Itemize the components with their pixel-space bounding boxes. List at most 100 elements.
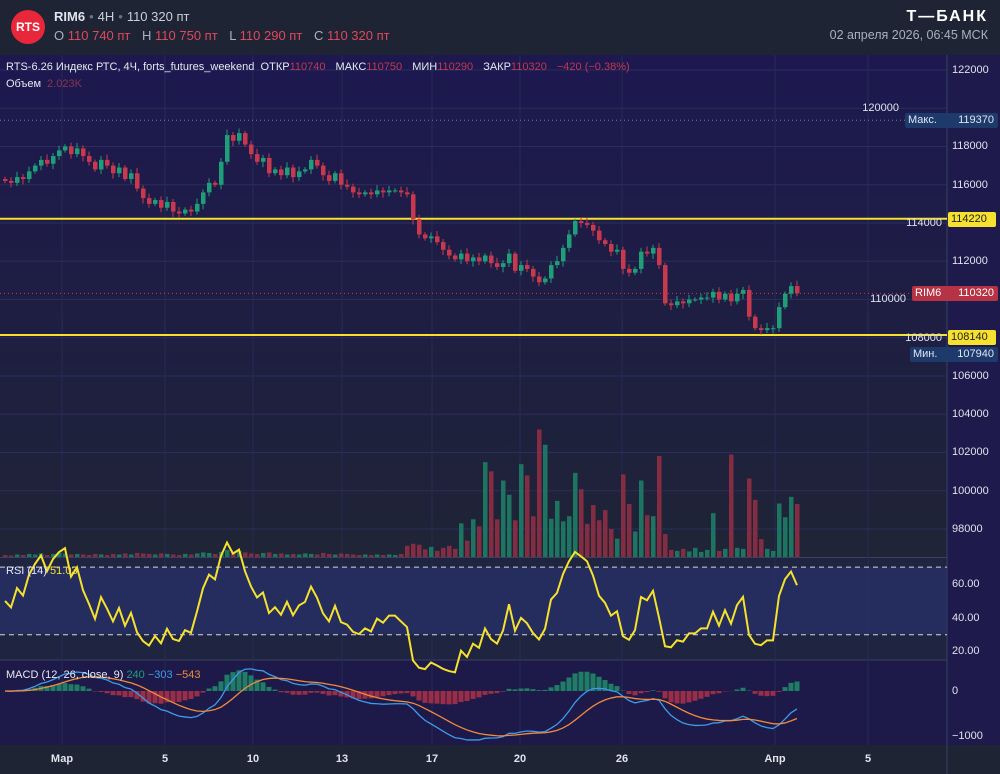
volume-bar — [651, 516, 656, 557]
volume-bar — [663, 534, 668, 557]
candle-body — [387, 190, 392, 193]
current-label: RIM6 — [915, 287, 942, 299]
volume-bar — [9, 555, 14, 557]
macd-histogram-bar — [98, 691, 104, 693]
macd-histogram-bar — [740, 687, 746, 691]
volume-bar — [531, 516, 536, 557]
candle-body — [105, 159, 110, 166]
macd-histogram-bar — [536, 690, 542, 691]
candle-body — [723, 293, 728, 300]
macd-line — [4, 668, 798, 741]
macd-histogram-bar — [212, 686, 218, 691]
candle-body — [507, 253, 512, 264]
ohlc-value: 110 320 пт — [326, 28, 390, 43]
volume-bar — [687, 551, 692, 557]
macd-panel — [0, 660, 947, 745]
macd-histogram-bar — [698, 691, 704, 699]
price-axis[interactable] — [947, 55, 1000, 745]
symbol[interactable]: RIM6 — [54, 9, 86, 24]
max-value: 119370 — [958, 114, 994, 126]
candle-body — [501, 263, 506, 267]
candle-body — [231, 135, 236, 141]
volume-bar — [465, 540, 470, 557]
price-tick: 106000 — [952, 369, 989, 382]
candle-body — [117, 167, 122, 174]
macd-value: −303 — [147, 669, 173, 681]
interval[interactable]: 4H — [97, 9, 115, 24]
volume-bar — [591, 504, 596, 557]
macd-tick: −1000 — [952, 730, 983, 742]
macd-histogram-bar — [200, 691, 206, 693]
candle-body — [435, 236, 440, 243]
candle-body — [399, 190, 404, 193]
candle-body — [3, 179, 8, 181]
candle-body — [549, 265, 554, 279]
volume-bar — [267, 552, 272, 557]
candle-body — [465, 253, 470, 262]
volume-bar — [321, 552, 326, 557]
candle-body — [777, 307, 782, 329]
price-tick: 118000 — [952, 140, 988, 153]
macd-histogram-bar — [104, 691, 110, 694]
volume-bar — [69, 554, 74, 557]
candle-body — [669, 303, 674, 306]
volume-bar — [273, 553, 278, 557]
time-axis[interactable] — [0, 745, 1000, 774]
macd-label: MACD (12, 26, close, 9) — [6, 669, 124, 681]
candle-body — [183, 209, 188, 214]
candle-body — [345, 184, 350, 187]
volume-bar — [765, 548, 770, 557]
volume-bar — [21, 554, 26, 557]
candle-body — [357, 192, 362, 195]
price-tick: 108000 — [905, 331, 942, 344]
candle-body — [453, 255, 458, 260]
macd-histogram-bar — [398, 691, 404, 694]
volume-bar — [105, 554, 110, 557]
volume-bar — [537, 429, 542, 557]
candle-body — [147, 198, 152, 204]
macd-histogram-bar — [458, 691, 464, 703]
level-tag[interactable]: 108140 — [948, 330, 996, 345]
macd-histogram-bar — [584, 671, 590, 691]
volume-bar — [381, 554, 386, 557]
candle-body — [273, 169, 278, 174]
volume-bar — [699, 551, 704, 557]
change-value: −420 (−0.38%) — [556, 61, 630, 73]
volume-bar — [363, 554, 368, 557]
macd-histogram-bar — [164, 691, 170, 703]
volume-bar — [429, 546, 434, 557]
candle-body — [405, 192, 410, 195]
macd-histogram-bar — [518, 688, 524, 691]
volume-bar — [75, 553, 80, 557]
volume-bar — [573, 472, 578, 557]
candle-body — [627, 268, 632, 273]
macd-histogram-bar — [662, 691, 668, 699]
volume-bar — [603, 510, 608, 557]
price-tick: 104000 — [952, 408, 989, 421]
candle-body — [561, 247, 566, 262]
macd-histogram-bar — [668, 691, 674, 703]
candle-body — [75, 148, 80, 155]
min-label: Мин. — [913, 348, 938, 360]
macd-histogram-bar — [476, 691, 482, 698]
macd-histogram-bar — [512, 689, 518, 691]
candle-body — [477, 257, 482, 262]
macd-histogram-bar — [128, 691, 134, 698]
level-tag[interactable]: 114220 — [948, 212, 996, 227]
close-label: ЗАКР — [483, 61, 511, 73]
macd-legend: MACD (12, 26, close, 9) 240 −303 −543 — [6, 669, 200, 681]
macd-histogram-bar — [296, 691, 302, 695]
macd-histogram-bar — [56, 683, 62, 691]
candle-body — [759, 328, 764, 331]
time-tick: 13 — [335, 753, 349, 765]
volume-bar — [411, 543, 416, 557]
price-panel — [0, 55, 947, 557]
candle-body — [483, 255, 488, 262]
macd-histogram-bar — [86, 688, 92, 691]
candle-body — [753, 316, 758, 329]
candle-body — [573, 221, 578, 235]
candle-body — [375, 190, 380, 195]
macd-histogram-bar — [524, 688, 530, 691]
macd-histogram-bar — [560, 681, 566, 691]
